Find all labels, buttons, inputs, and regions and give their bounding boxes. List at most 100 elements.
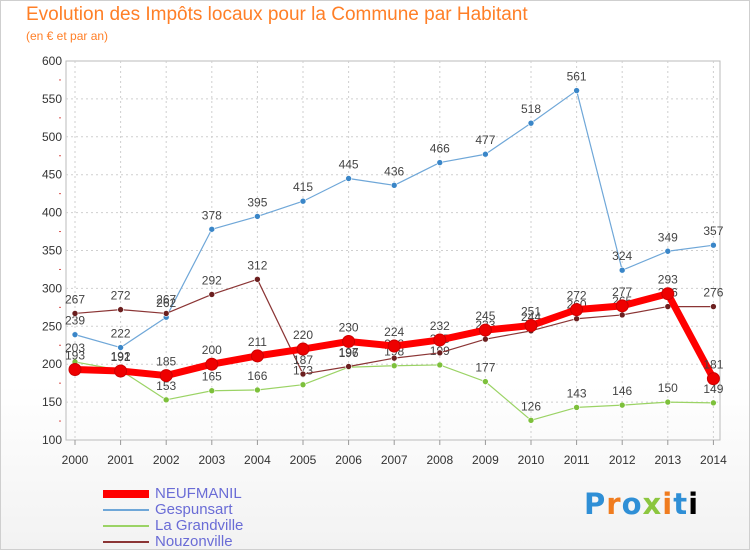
data-point [573, 87, 580, 94]
data-point [390, 354, 398, 362]
data-label: 292 [202, 273, 222, 287]
x-tick-label: 2004 [244, 453, 271, 467]
data-label: 181 [703, 358, 723, 372]
data-label: 193 [65, 349, 85, 363]
data-point [482, 150, 489, 158]
data-point [387, 339, 401, 353]
data-label: 192 [111, 349, 131, 363]
x-tick-label: 2009 [472, 453, 499, 467]
logo-letter: r [606, 487, 622, 521]
data-point [618, 266, 626, 274]
data-label: 272 [111, 289, 131, 303]
legend-label: NEUFMANIL [155, 485, 242, 502]
data-point [618, 311, 626, 319]
legend-item: Nouzonville [103, 534, 243, 550]
y-tick-label: 600 [42, 54, 62, 68]
data-label: 185 [156, 355, 176, 369]
x-tick-label: 2010 [518, 453, 545, 467]
data-point [299, 381, 307, 388]
data-label: 177 [475, 361, 495, 375]
data-label: 324 [612, 249, 632, 263]
data-point [162, 396, 170, 404]
data-point [117, 344, 124, 351]
data-label: 153 [156, 379, 176, 393]
x-tick-label: 2002 [153, 453, 180, 467]
data-label: 191 [111, 350, 131, 364]
legend-label: La Grandville [155, 517, 244, 534]
data-point [482, 335, 489, 343]
data-point [436, 361, 444, 369]
x-tick-label: 2005 [290, 453, 317, 467]
y-tick-label: 500 [42, 130, 62, 144]
legend-label: Gespunsart [155, 501, 233, 518]
data-point [299, 197, 307, 205]
data-point [205, 357, 219, 371]
data-label: 277 [612, 285, 632, 299]
data-point [664, 247, 672, 255]
data-label: 466 [430, 142, 450, 156]
data-point [71, 310, 79, 317]
logo-letter: i [662, 487, 674, 521]
data-label: 262 [156, 296, 176, 310]
data-label: 126 [521, 399, 541, 413]
chart-subtitle: (en € et par an) [26, 29, 109, 43]
data-point [527, 416, 535, 424]
data-label: 267 [65, 292, 85, 306]
data-label: 395 [247, 195, 267, 209]
data-label: 477 [475, 133, 495, 147]
data-label: 251 [521, 305, 541, 319]
y-tick-label: 100 [42, 433, 62, 447]
legend-swatch [103, 509, 149, 511]
data-point [342, 334, 356, 348]
data-label: 230 [339, 320, 359, 334]
y-tick-label: 350 [42, 244, 62, 258]
data-point [71, 331, 79, 338]
data-point [299, 370, 307, 378]
data-point [208, 291, 216, 298]
data-label: 165 [202, 370, 222, 384]
data-point [478, 323, 492, 337]
logo-letter: t [673, 487, 689, 521]
data-label: 245 [475, 309, 495, 323]
legend-item: Gespunsart [103, 502, 243, 518]
data-point [345, 363, 352, 370]
data-point [710, 399, 717, 407]
data-point [524, 319, 538, 333]
data-label: 518 [521, 102, 541, 116]
legend-item: NEUFMANIL [103, 486, 243, 502]
data-point [570, 303, 584, 317]
data-label: 197 [339, 345, 359, 359]
data-label: 272 [567, 289, 587, 303]
data-point [390, 362, 398, 370]
y-tick-label: 400 [42, 206, 62, 220]
logo-letter: P [584, 487, 607, 521]
data-label: 276 [703, 286, 723, 300]
data-point [254, 386, 261, 394]
data-point [527, 119, 535, 127]
data-point [114, 364, 128, 378]
logo-letter: o [621, 487, 643, 521]
y-tick-label: 200 [42, 357, 62, 371]
data-label: 224 [384, 325, 404, 339]
data-label: 312 [247, 258, 267, 272]
x-tick-label: 2001 [107, 453, 134, 467]
x-tick-label: 2003 [198, 453, 225, 467]
data-label: 415 [293, 180, 313, 194]
y-tick-label: 450 [42, 168, 62, 182]
data-point [710, 303, 717, 310]
data-point [250, 349, 264, 363]
data-label: 561 [567, 70, 587, 84]
data-point [706, 372, 720, 386]
data-point [436, 159, 444, 166]
data-label: 220 [293, 328, 313, 342]
legend-label: Nouzonville [155, 533, 233, 550]
data-point [345, 175, 352, 182]
data-label: 150 [658, 381, 678, 395]
data-point [664, 398, 672, 406]
data-point [615, 299, 629, 313]
x-tick-label: 2000 [62, 453, 89, 467]
data-point [482, 378, 489, 385]
data-label: 232 [430, 319, 450, 333]
legend-item: La Grandville [103, 518, 243, 534]
y-tick-label: 150 [42, 395, 62, 409]
